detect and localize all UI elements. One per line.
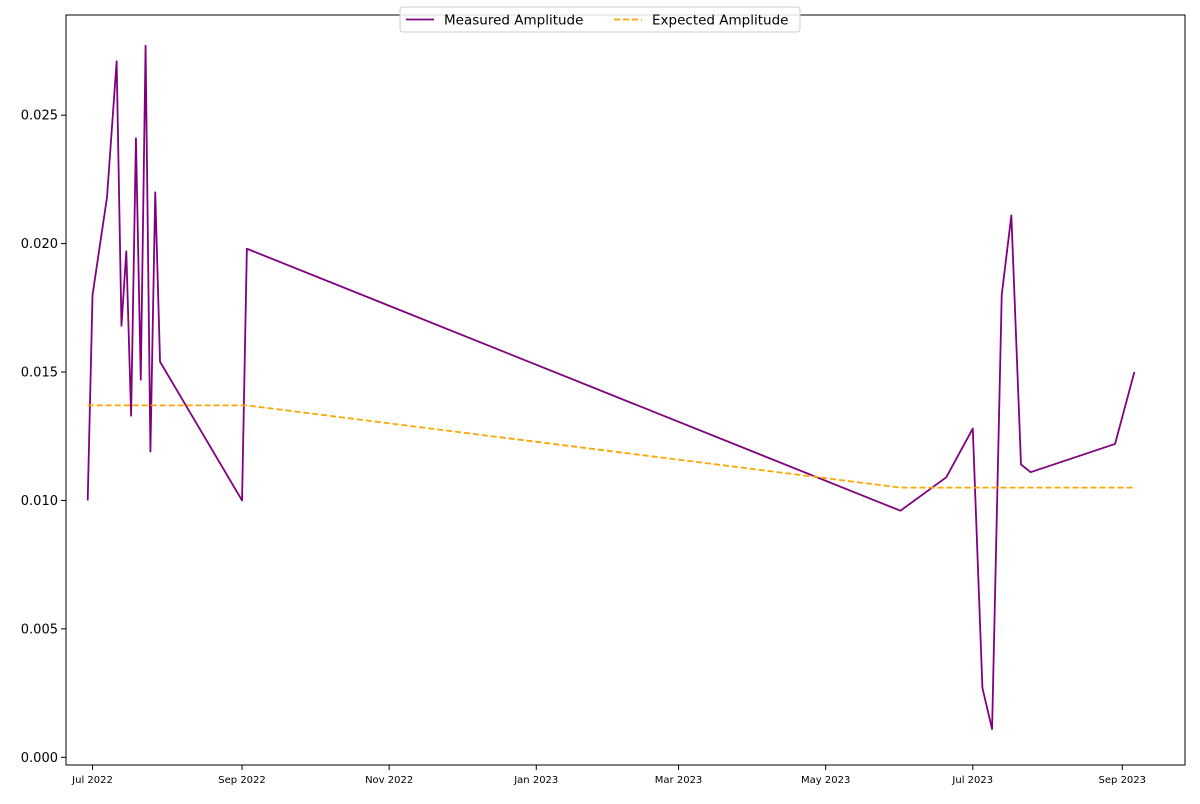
series-line-2 — [87, 404, 1135, 489]
legend-label-1: Measured Amplitude — [444, 13, 583, 29]
y-tick-label: 0.020 — [21, 237, 58, 252]
x-tick-label: Jul 2022 — [71, 775, 113, 786]
series-layer — [86, 44, 1136, 730]
x-tick-label: Jan 2023 — [513, 775, 558, 786]
legend-label-2: Expected Amplitude — [652, 13, 788, 29]
axes-layer: 0.000 0.005 0.010 0.015 0.020 0.025 Jul 2022 Se… — [21, 14, 1186, 786]
y-tick-label: 0.000 — [21, 751, 58, 766]
x-tick-label: Sep 2023 — [1099, 775, 1146, 786]
series-line-1 — [86, 44, 1136, 730]
x-tick-label: Jul 2023 — [951, 775, 993, 786]
plot-frame — [65, 14, 1186, 766]
y-tick-label: 0.005 — [21, 622, 58, 637]
y-tick-label: 0.010 — [21, 494, 58, 509]
x-tick-label: May 2023 — [801, 775, 850, 786]
x-tick-label: Nov 2022 — [365, 775, 413, 786]
y-tick-label: 0.015 — [21, 366, 58, 381]
legend: Measured Amplitude Expected Amplitude — [399, 6, 801, 33]
x-tick-label: Mar 2023 — [655, 775, 703, 786]
x-tick-label: Sep 2022 — [218, 775, 265, 786]
y-tick-label: 0.025 — [21, 109, 58, 124]
legend-box — [399, 6, 801, 33]
